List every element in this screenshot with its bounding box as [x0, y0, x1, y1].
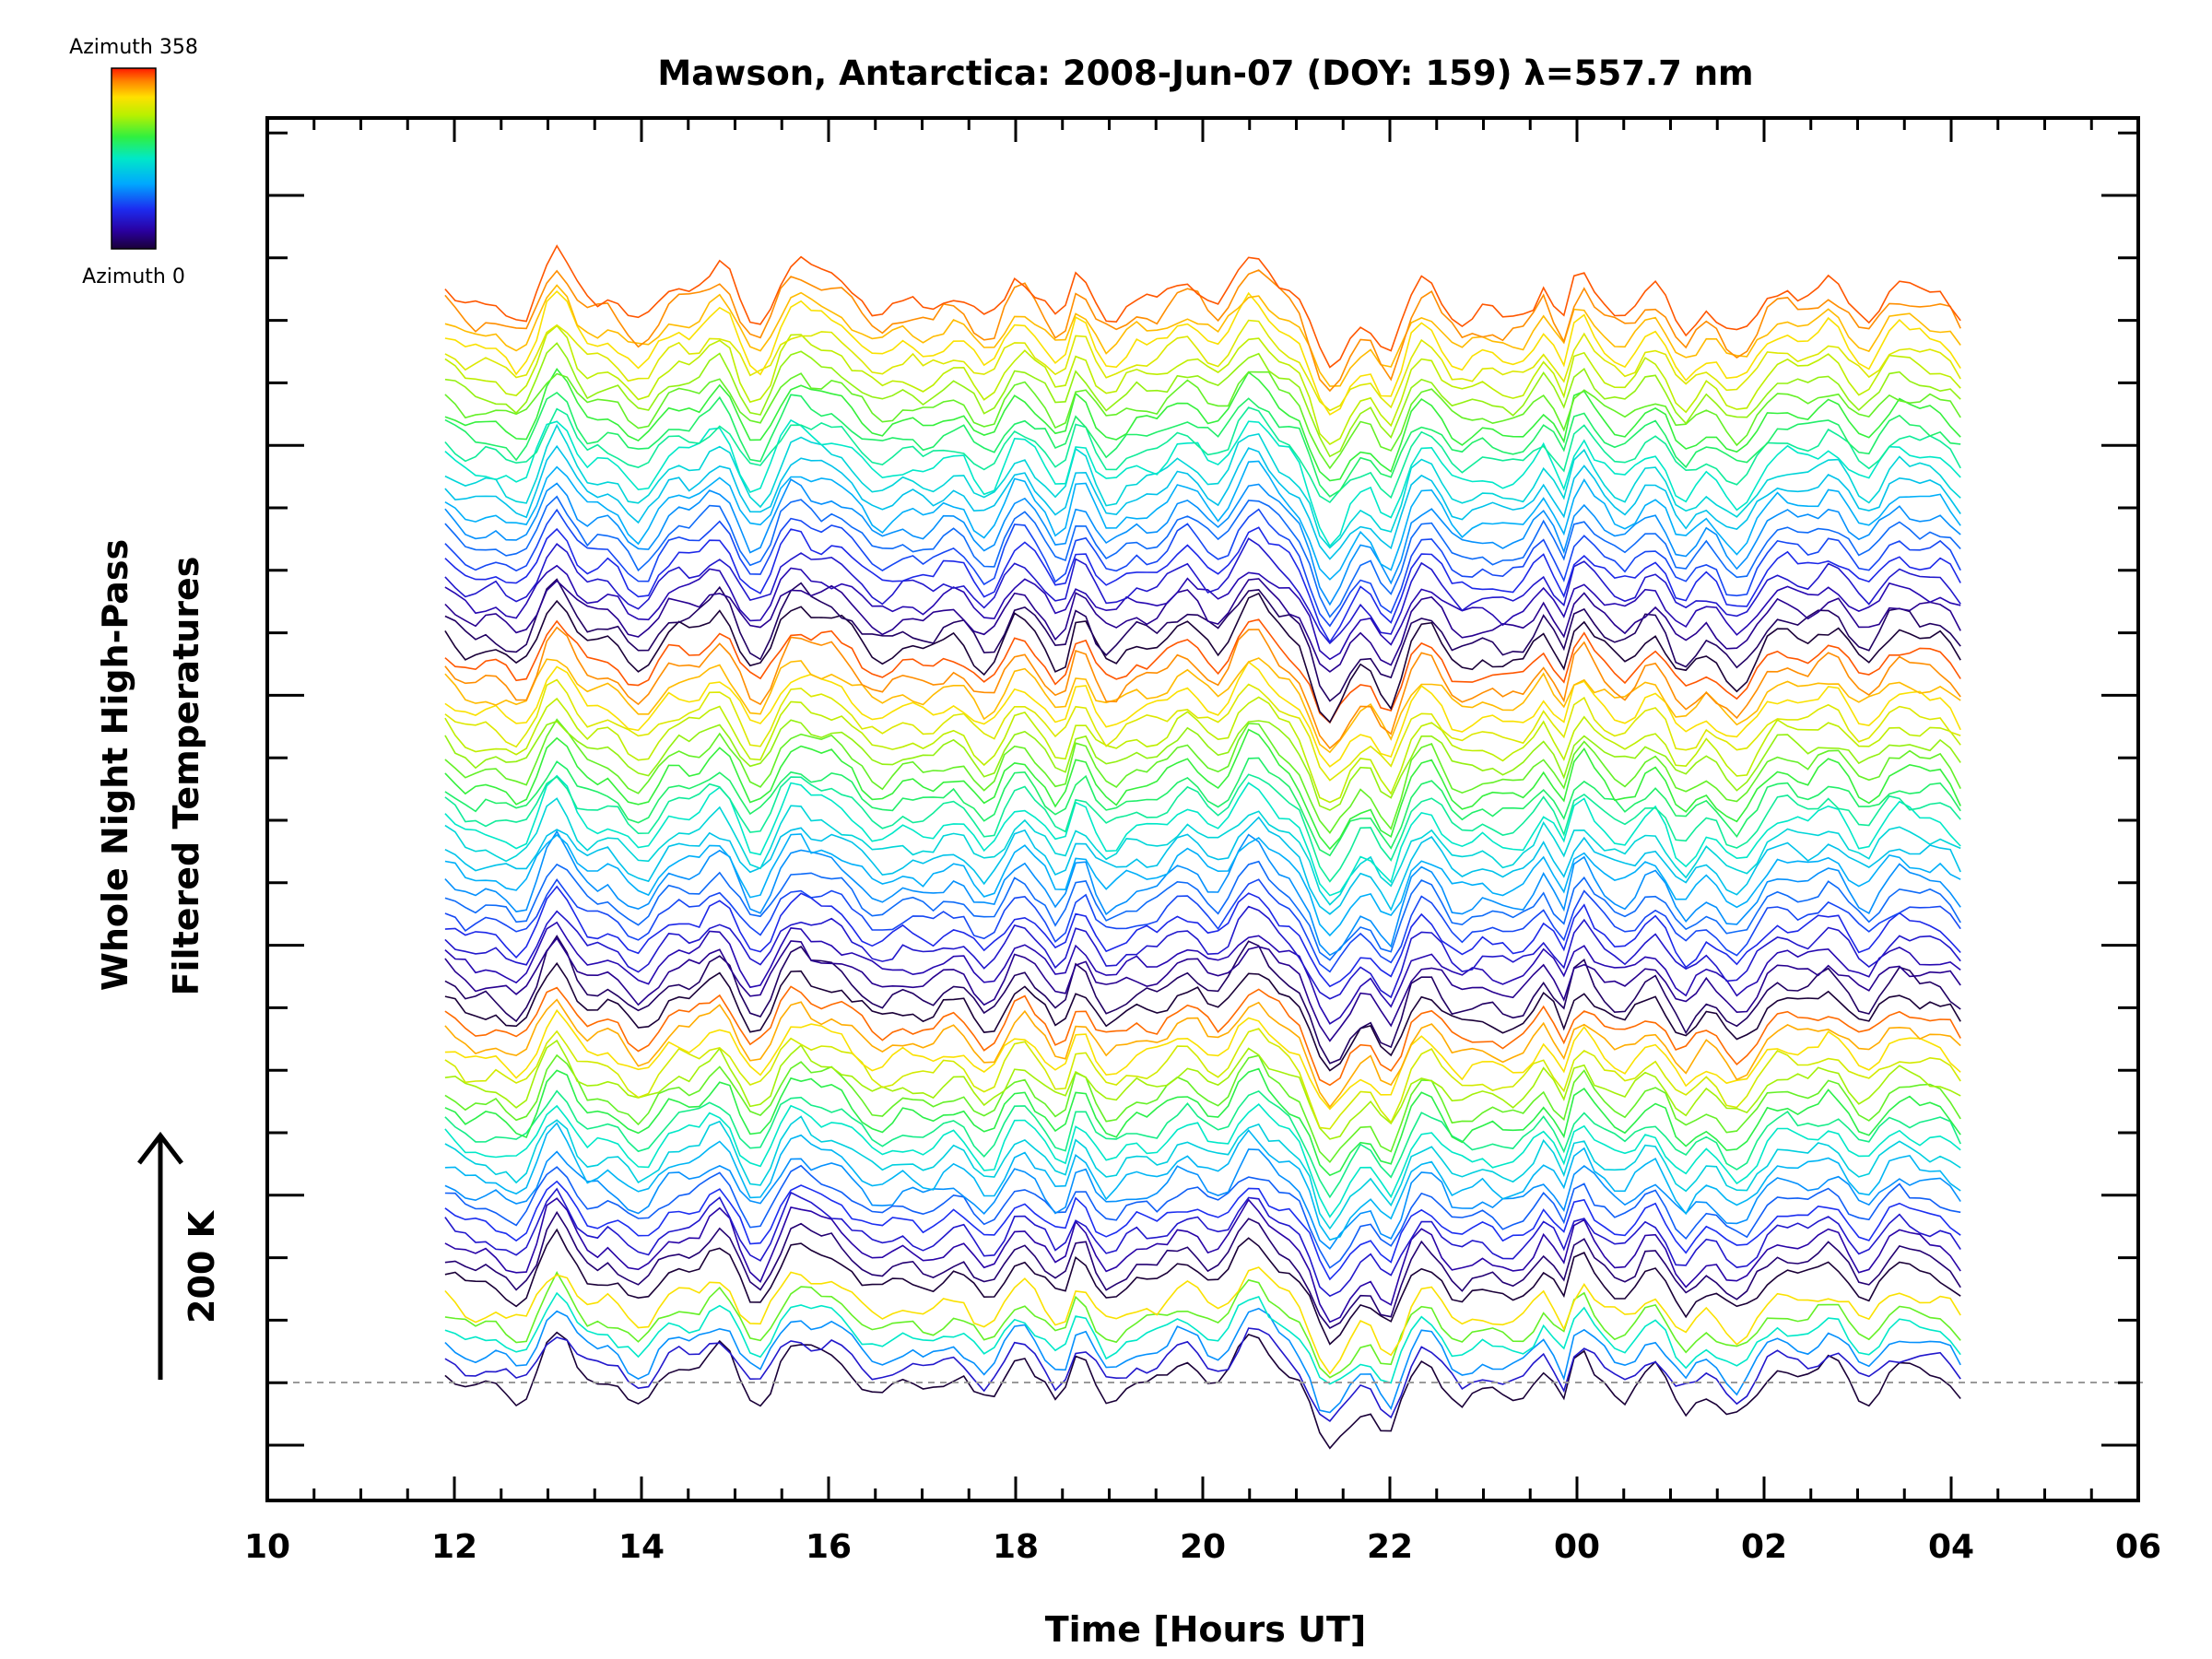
series-line: [444, 626, 1961, 750]
series-line: [444, 578, 1961, 702]
series-line: [444, 508, 1961, 628]
series-line: [444, 1180, 1961, 1281]
series-line: [444, 1008, 1961, 1111]
series-line: [444, 1089, 1961, 1199]
y-axis-label-line2: Filtered Temperatures: [166, 557, 206, 996]
series-line: [444, 830, 1961, 957]
series-line: [444, 774, 1961, 897]
series-line: [444, 1266, 1961, 1375]
series-line: [444, 1210, 1961, 1330]
series-line: [444, 1331, 1961, 1450]
x-tick-label: 16: [806, 1528, 852, 1566]
series-line: [444, 1271, 1961, 1379]
series-line: [444, 816, 1961, 915]
series-line: [444, 371, 1961, 470]
series-line: [444, 1039, 1961, 1140]
series-line: [444, 1187, 1961, 1298]
y-axis-label-line1: Whole Night High-Pass: [95, 539, 135, 991]
series-line: [444, 719, 1961, 811]
series-line: [444, 269, 1961, 393]
series-line: [444, 537, 1961, 645]
series-line: [444, 1307, 1961, 1414]
x-tick-label: 12: [431, 1528, 477, 1566]
series-line: [444, 564, 1961, 661]
x-tick-label: 22: [1367, 1528, 1413, 1566]
series-line: [444, 618, 1961, 724]
series-line: [444, 935, 1961, 1065]
series-line: [444, 1327, 1961, 1422]
x-tick-label: 18: [993, 1528, 1039, 1566]
series-line: [444, 757, 1961, 857]
x-ticks: [265, 118, 2140, 1500]
colorbar-bottom-label: Azimuth 0: [82, 265, 185, 288]
series-line: [444, 961, 1961, 1072]
series-line: [444, 1102, 1961, 1218]
scale-bar-arrow: [137, 1131, 183, 1380]
series-line: [444, 418, 1961, 547]
x-tick-label: 14: [618, 1528, 665, 1566]
series-line: [444, 592, 1961, 724]
series-line: [444, 526, 1961, 644]
x-tick-labels: 10 12 14 16 18 20 22 00 02 04 06: [244, 1528, 2161, 1566]
x-tick-label: 00: [1554, 1528, 1600, 1566]
scale-bar-label: 200 K: [182, 1209, 222, 1324]
series-line: [444, 460, 1961, 581]
series-line: [444, 319, 1961, 412]
series-line: [444, 1291, 1961, 1385]
x-tick-label: 02: [1741, 1528, 1787, 1566]
series-line: [444, 860, 1961, 961]
series-line: [444, 936, 1961, 1042]
series-line: [444, 406, 1961, 504]
x-tick-label: 20: [1180, 1528, 1226, 1566]
series-line: [444, 423, 1961, 549]
series-line: [444, 905, 1961, 1000]
series-line: [444, 244, 1961, 369]
series-line: [444, 878, 1961, 973]
series-line: [444, 660, 1961, 768]
series-line: [444, 1115, 1961, 1230]
series-line: [444, 696, 1961, 804]
series-line: [444, 797, 1961, 906]
series-line: [444, 921, 1961, 1025]
series-line: [444, 773, 1961, 883]
series-line: [444, 985, 1961, 1087]
series-line: [444, 478, 1961, 606]
series-line: [444, 391, 1961, 498]
series-line: [444, 1053, 1961, 1164]
series-line: [444, 444, 1961, 560]
colorbar: [111, 67, 157, 250]
series-line: [444, 1164, 1961, 1269]
series-line: [444, 578, 1961, 673]
colorbar-top-label: Azimuth 358: [69, 36, 198, 59]
series-line: [444, 678, 1961, 782]
series-line: [444, 1148, 1961, 1251]
series-line: [444, 324, 1961, 446]
series-line: [444, 885, 1961, 988]
y-ticks: [267, 131, 2138, 1447]
series-line: [444, 998, 1961, 1109]
series-line: [444, 1028, 1961, 1130]
series-line: [444, 342, 1961, 458]
series-traces: [444, 244, 1961, 1450]
series-line: [444, 833, 1961, 937]
chart-title: Mawson, Antarctica: 2008-Jun-07 (DOY: 15…: [657, 53, 1753, 93]
x-tick-label: 06: [2115, 1528, 2161, 1566]
series-line: [444, 718, 1961, 834]
series-line: [444, 289, 1961, 416]
series-line: [444, 728, 1961, 851]
series-line: [444, 1122, 1961, 1241]
series-line: [444, 1197, 1961, 1324]
series-line: [444, 1228, 1961, 1346]
x-tick-label: 04: [1928, 1528, 1974, 1566]
series-line: [444, 284, 1961, 387]
series-line: [444, 368, 1961, 482]
x-tick-label: 10: [244, 1528, 290, 1566]
series-line: [444, 1067, 1961, 1177]
x-axis-label: Time [Hours UT]: [1045, 1609, 1367, 1650]
series-line: [444, 495, 1961, 618]
